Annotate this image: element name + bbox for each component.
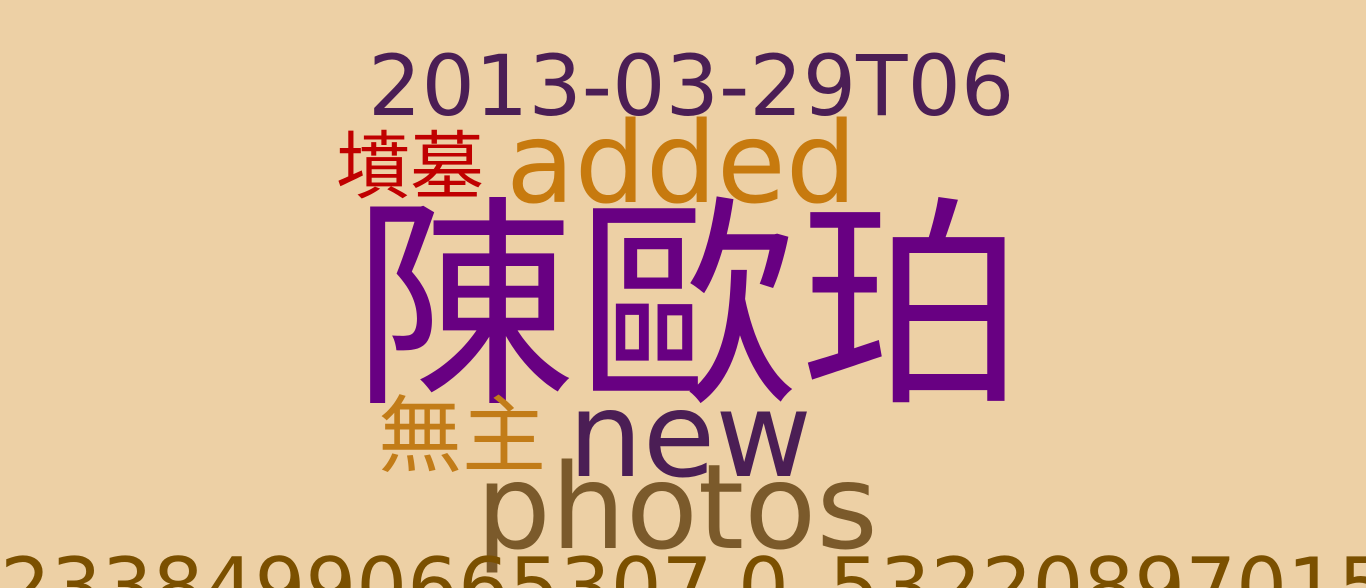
word-added: added xyxy=(506,99,857,229)
word-tomb: 墳墓 xyxy=(336,124,484,210)
word-photos: photos xyxy=(476,438,878,576)
word-unowned: 無主 xyxy=(378,387,547,485)
word-chen-ou-po: 陳歐珀 xyxy=(352,177,1024,438)
word-new: new xyxy=(568,366,812,504)
word-number-id: 23384990665307 0_532208970150 xyxy=(0,541,1366,588)
word-date: 2013-03-29T06 xyxy=(368,37,1015,135)
